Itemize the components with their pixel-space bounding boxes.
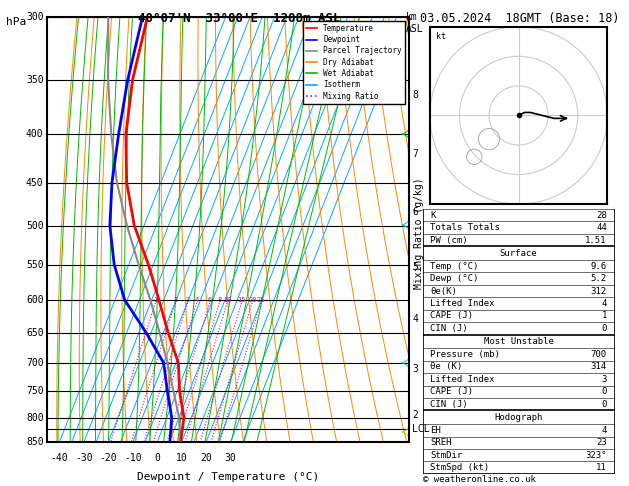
Text: SREH: SREH [430, 438, 452, 447]
Text: PW (cm): PW (cm) [430, 236, 468, 244]
Text: 314: 314 [591, 363, 607, 371]
Text: Pressure (mb): Pressure (mb) [430, 350, 500, 359]
Text: hPa: hPa [6, 17, 26, 27]
Text: 40°07'N  33°00'E  1208m ASL: 40°07'N 33°00'E 1208m ASL [138, 12, 341, 25]
Text: Hodograph: Hodograph [494, 413, 543, 422]
Text: 25: 25 [257, 297, 265, 303]
Text: 750: 750 [26, 386, 43, 396]
Text: 11: 11 [596, 463, 607, 472]
Text: Totals Totals: Totals Totals [430, 223, 500, 232]
Text: 2: 2 [174, 297, 177, 303]
Text: Dewp (°C): Dewp (°C) [430, 274, 479, 283]
Text: 20: 20 [248, 297, 257, 303]
Text: 28: 28 [596, 211, 607, 220]
Text: 550: 550 [26, 260, 43, 270]
Text: 3: 3 [186, 297, 190, 303]
Text: 30: 30 [225, 453, 237, 463]
Text: 312: 312 [591, 287, 607, 295]
Text: 500: 500 [26, 221, 43, 230]
Text: Lifted Index: Lifted Index [430, 375, 495, 384]
Text: 1.51: 1.51 [586, 236, 607, 244]
Text: 700: 700 [26, 358, 43, 368]
Text: 10: 10 [175, 453, 187, 463]
Text: -40: -40 [50, 453, 68, 463]
Text: 8: 8 [218, 297, 222, 303]
Text: 350: 350 [26, 75, 43, 85]
Text: 0: 0 [601, 387, 607, 396]
Text: 44: 44 [596, 223, 607, 232]
Text: 0: 0 [154, 453, 160, 463]
Text: 10: 10 [223, 297, 231, 303]
Text: CIN (J): CIN (J) [430, 324, 468, 333]
Text: km
ASL: km ASL [406, 12, 423, 34]
Text: © weatheronline.co.uk: © weatheronline.co.uk [423, 474, 535, 484]
Text: -30: -30 [75, 453, 92, 463]
Text: 323°: 323° [586, 451, 607, 460]
Text: ≺: ≺ [401, 357, 408, 369]
Text: 800: 800 [26, 413, 43, 422]
Text: 6: 6 [208, 297, 212, 303]
Text: 1: 1 [153, 297, 158, 303]
Text: 3: 3 [413, 364, 418, 374]
Text: 1: 1 [601, 312, 607, 320]
Text: 5.2: 5.2 [591, 274, 607, 283]
Text: Surface: Surface [500, 249, 537, 258]
Text: 450: 450 [26, 177, 43, 188]
Text: 600: 600 [26, 295, 43, 305]
Text: CAPE (J): CAPE (J) [430, 387, 474, 396]
Text: -20: -20 [99, 453, 117, 463]
Text: Mixing Ratio (g/kg): Mixing Ratio (g/kg) [414, 177, 424, 289]
Text: θe(K): θe(K) [430, 287, 457, 295]
Text: 6: 6 [413, 208, 418, 217]
Text: 23: 23 [596, 438, 607, 447]
Text: StmSpd (kt): StmSpd (kt) [430, 463, 489, 472]
Text: 300: 300 [26, 12, 43, 22]
Text: ≺: ≺ [401, 219, 408, 232]
Text: 7: 7 [413, 149, 418, 159]
Text: 2: 2 [413, 410, 418, 420]
Text: 0: 0 [601, 399, 607, 409]
Text: 4: 4 [601, 299, 607, 308]
Text: 9.6: 9.6 [591, 261, 607, 271]
Text: 700: 700 [591, 350, 607, 359]
Text: ≺: ≺ [401, 426, 408, 439]
Text: 03.05.2024  18GMT (Base: 18): 03.05.2024 18GMT (Base: 18) [420, 12, 620, 25]
Text: 650: 650 [26, 328, 43, 338]
Text: 4: 4 [413, 313, 418, 324]
Text: 4: 4 [194, 297, 199, 303]
Text: 15: 15 [238, 297, 246, 303]
Text: 4: 4 [601, 426, 607, 435]
Text: θe (K): θe (K) [430, 363, 462, 371]
Text: 850: 850 [26, 437, 43, 447]
Text: kt: kt [436, 32, 446, 40]
Text: CIN (J): CIN (J) [430, 399, 468, 409]
Text: LCL: LCL [413, 424, 430, 434]
Text: 400: 400 [26, 129, 43, 139]
Text: K: K [430, 211, 436, 220]
Text: ≺: ≺ [401, 128, 408, 141]
Text: -10: -10 [124, 453, 142, 463]
Text: StmDir: StmDir [430, 451, 462, 460]
Text: 5: 5 [413, 262, 418, 272]
Text: CAPE (J): CAPE (J) [430, 312, 474, 320]
Legend: Temperature, Dewpoint, Parcel Trajectory, Dry Adiabat, Wet Adiabat, Isotherm, Mi: Temperature, Dewpoint, Parcel Trajectory… [303, 21, 405, 104]
Text: Temp (°C): Temp (°C) [430, 261, 479, 271]
Text: Dewpoint / Temperature (°C): Dewpoint / Temperature (°C) [137, 472, 319, 482]
Text: EH: EH [430, 426, 441, 435]
Text: 20: 20 [200, 453, 212, 463]
Text: 8: 8 [413, 90, 418, 100]
Text: Lifted Index: Lifted Index [430, 299, 495, 308]
Text: 3: 3 [601, 375, 607, 384]
Text: Most Unstable: Most Unstable [484, 337, 554, 346]
Text: 0: 0 [601, 324, 607, 333]
